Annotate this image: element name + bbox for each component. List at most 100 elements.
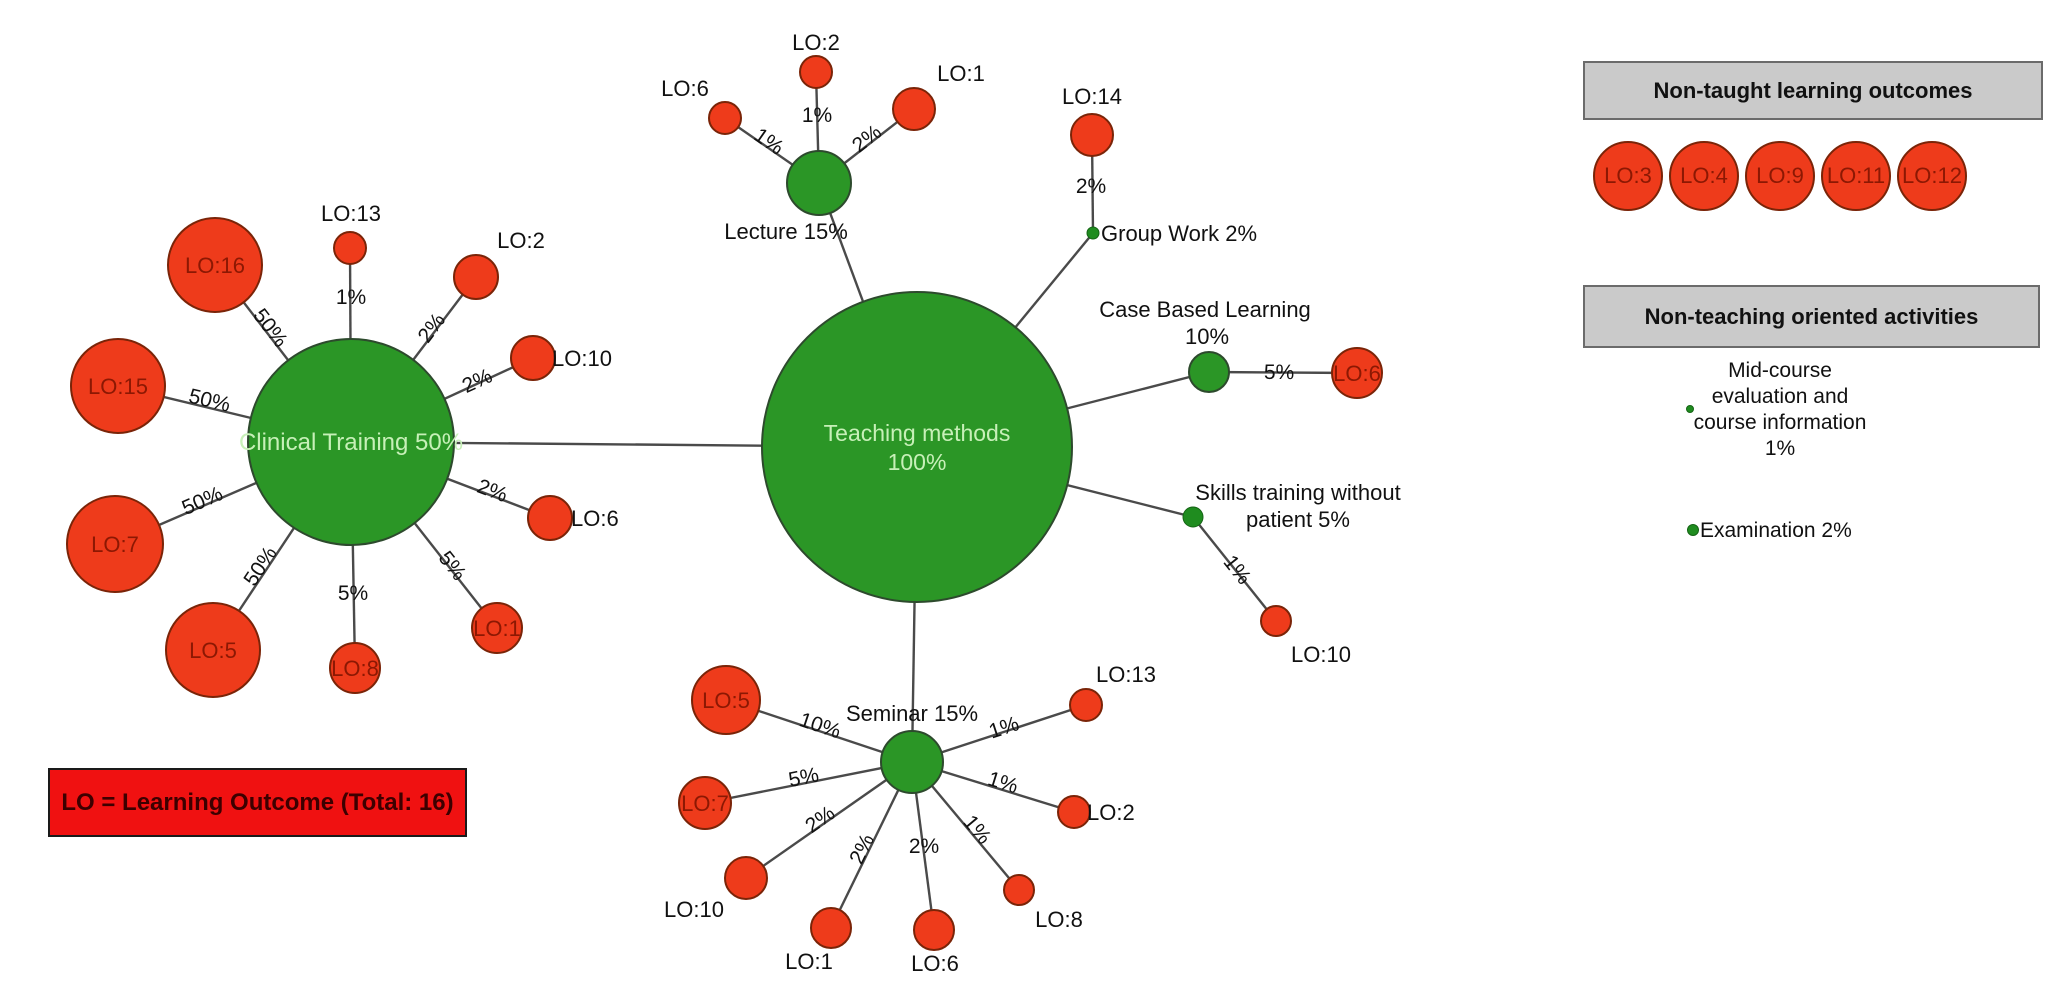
edge-weight-label: 50% [248, 304, 292, 351]
node-lo14-label: LO:14 [1062, 84, 1122, 109]
edge-weight-label: 2% [413, 309, 450, 347]
node-c5-label: LO:5 [189, 638, 237, 663]
edge-weight-label: 2% [459, 364, 496, 398]
mid-course-evaluation-label: Mid-course evaluation and course informa… [1630, 358, 1930, 462]
edge-weight-label: 1% [986, 712, 1022, 743]
legend-non-teaching-title: Non-teaching oriented activities [1644, 303, 1979, 329]
node-clinical-circle [247, 338, 455, 546]
node-s5-label: LO:5 [702, 688, 750, 713]
activity-line: Mid-course [1728, 359, 1832, 382]
node-s8-circle [1003, 874, 1035, 906]
node-cbl-label: Case Based Learning [1099, 297, 1311, 322]
edge-weight-label: 5% [1264, 361, 1295, 384]
edge-weight-label: 5% [338, 582, 368, 605]
node-c15-circle [70, 338, 166, 434]
node-lecture-circle [786, 150, 852, 216]
activity-line: 1% [1764, 437, 1796, 460]
edge-weight-label: 2% [845, 830, 879, 867]
edge-seminar-s7 [704, 760, 913, 805]
node-groupwork-label: Group Work 2% [1101, 221, 1257, 246]
node-sk10-label: LO:10 [1291, 642, 1351, 667]
node-c8-circle [329, 642, 381, 694]
edge-skills-sk10 [1192, 516, 1277, 622]
legend-non-taught-circles: LO:3 LO:4 LO:9 LO:11 LO:12 [1593, 141, 1967, 211]
node-skills-label: patient 5% [1246, 507, 1350, 532]
non-taught-outcome-circle: LO:3 [1593, 141, 1663, 211]
non-taught-outcome-label: LO:12 [1902, 163, 1962, 188]
node-clinical-label: Clinical Training 50% [239, 429, 463, 456]
node-c13-label: LO:13 [321, 201, 381, 226]
node-s13-label: LO:13 [1096, 662, 1156, 687]
legend-non-teaching-header: Non-teaching oriented activities [1583, 285, 2040, 348]
note-text: LO = Learning Outcome (Total: 16) [61, 788, 454, 816]
node-c16-circle [167, 217, 263, 313]
node-s5-circle [691, 665, 761, 735]
edge-weight-label: 50% [239, 543, 281, 591]
non-taught-outcome-circle: LO:11 [1821, 141, 1891, 211]
node-c1-label: LO:1 [473, 616, 521, 641]
non-taught-outcome-circle: LO:4 [1669, 141, 1739, 211]
examination-label: Examination 2% [1700, 518, 1920, 544]
edge-weight-label: 2% [1076, 175, 1106, 198]
node-s6-circle [913, 909, 955, 951]
edge-weight-label: 2% [801, 802, 839, 838]
node-c6-label: LO:6 [571, 506, 619, 531]
node-c10-circle [510, 335, 556, 381]
non-taught-outcome-circle: LO:9 [1745, 141, 1815, 211]
mid-course-evaluation-dot-icon [1686, 405, 1694, 413]
edge-weight-label: 1% [958, 811, 995, 849]
node-s1-circle [810, 907, 852, 949]
edge-seminar-s10 [745, 761, 913, 879]
legend-non-taught-title: Non-taught learning outcomes [1653, 77, 1973, 103]
node-le2-label: LO:2 [792, 30, 840, 55]
node-groupwork-dot-icon [1086, 226, 1100, 240]
edge-weight-label: 10% [796, 708, 843, 743]
node-c13-circle [333, 231, 367, 265]
node-cb6-circle [1331, 347, 1383, 399]
non-taught-outcome-label: LO:9 [1756, 163, 1804, 188]
node-c1-circle [471, 602, 523, 654]
node-teaching-label: 100% [888, 449, 947, 475]
node-cbl-circle [1188, 351, 1230, 393]
node-s8-label: LO:8 [1035, 907, 1083, 932]
activity-line: evaluation and [1711, 385, 1849, 408]
node-seminar-circle [880, 730, 944, 794]
node-s2-circle [1057, 795, 1091, 829]
node-s7-label: LO:7 [681, 791, 729, 816]
edge-weight-label: 2% [474, 475, 511, 507]
activity-line: course information [1693, 411, 1867, 434]
node-s1-label: LO:1 [785, 949, 833, 974]
node-c7-label: LO:7 [91, 532, 139, 557]
examination-dot-icon [1687, 524, 1699, 536]
node-sk10-circle [1260, 605, 1292, 637]
node-skills-dot-icon [1182, 506, 1204, 528]
non-taught-outcome-label: LO:11 [1826, 163, 1886, 188]
edge-weight-label: 50% [186, 385, 232, 417]
node-le1-label: LO:1 [937, 61, 985, 86]
note-box: LO = Learning Outcome (Total: 16) [48, 768, 467, 837]
node-teaching-label: Teaching methods [824, 420, 1011, 446]
node-lecture-label: Lecture 15% [724, 219, 848, 244]
legend-non-taught-header: Non-taught learning outcomes [1583, 61, 2043, 120]
non-taught-outcome-label: LO:4 [1680, 163, 1728, 188]
node-s7-circle [678, 776, 732, 830]
non-taught-outcome-label: LO:3 [1604, 163, 1652, 188]
node-teaching-circle [761, 291, 1073, 603]
node-le6-circle [708, 101, 742, 135]
node-c6-circle [527, 495, 573, 541]
node-lo14-circle [1070, 113, 1114, 157]
node-cbl-label: 10% [1185, 324, 1229, 349]
node-c16-label: LO:16 [185, 253, 245, 278]
edge-weight-label: 50% [179, 482, 227, 520]
activity-line: Examination 2% [1700, 519, 1852, 542]
non-taught-outcome-circle: LO:12 [1897, 141, 1967, 211]
node-le6-label: LO:6 [661, 76, 709, 101]
node-c7-circle [66, 495, 164, 593]
edge-weight-label: 1% [802, 104, 832, 127]
node-s2-label: LO:2 [1087, 800, 1135, 825]
node-le1-circle [892, 87, 936, 131]
node-c10-label: LO:10 [552, 346, 612, 371]
node-s13-circle [1069, 688, 1103, 722]
node-le2-circle [799, 55, 833, 89]
node-seminar-label: Seminar 15% [846, 701, 978, 726]
